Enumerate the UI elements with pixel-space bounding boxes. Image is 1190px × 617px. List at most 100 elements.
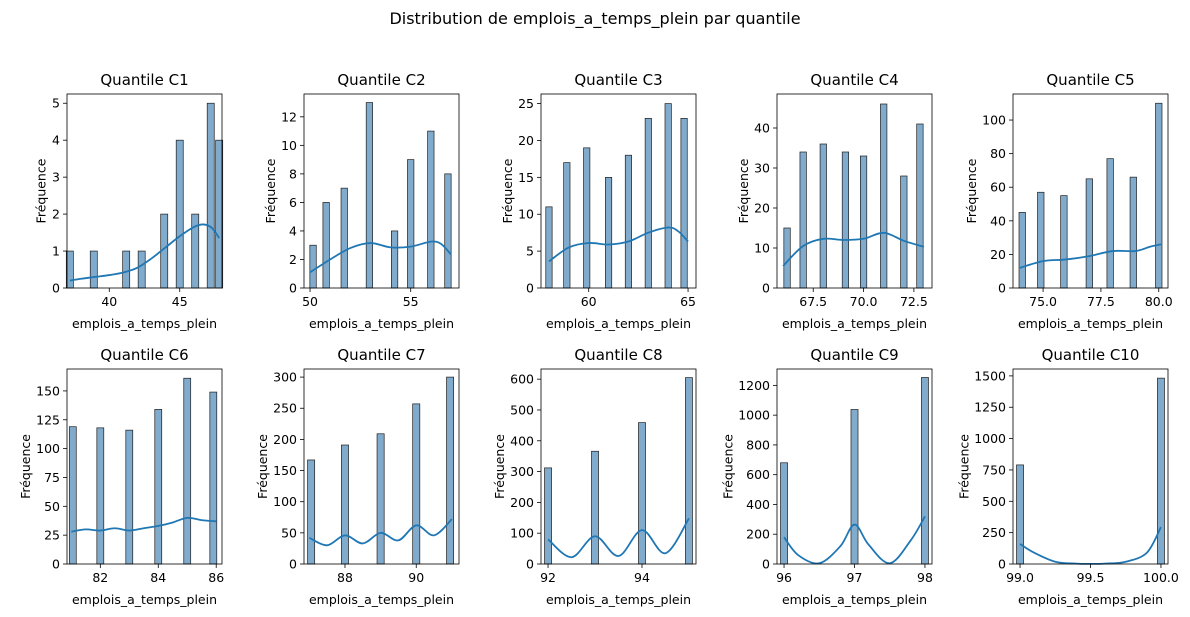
histogram-bar bbox=[921, 377, 929, 565]
y-tick-label: 10 bbox=[518, 207, 534, 222]
plot-frame bbox=[540, 93, 697, 289]
y-tick-label: 75 bbox=[44, 470, 60, 485]
y-tick-label: 300 bbox=[510, 464, 534, 479]
y-axis-label: Fréquence bbox=[492, 434, 507, 499]
panel-title: Quantile C5 bbox=[1046, 71, 1134, 89]
y-tick-label: 25 bbox=[518, 96, 534, 111]
panel-title: Quantile C2 bbox=[337, 71, 425, 89]
x-tick-label: 94 bbox=[634, 570, 650, 585]
x-axis-label: emplois_a_temps_plein bbox=[309, 316, 454, 331]
histogram-bar bbox=[1129, 176, 1137, 289]
histogram-panel: Quantile C4 67.5 70.0 72.5 0 10 20 30 40 emplois_… bbox=[736, 71, 933, 331]
histogram-bar bbox=[1155, 102, 1163, 289]
y-tick-label: 800 bbox=[746, 437, 770, 452]
y-tick-label: 10 bbox=[754, 241, 770, 256]
histogram-bar bbox=[307, 459, 316, 565]
x-tick-label: 40 bbox=[101, 294, 117, 309]
histogram-bar bbox=[664, 103, 672, 289]
histogram-panel: Quantile C6 82 84 86 0 25 50 75 100 125 150 emplois… bbox=[18, 346, 224, 607]
histogram-bar bbox=[175, 139, 184, 289]
y-tick-label: 0 bbox=[762, 557, 770, 572]
y-tick-label: 1000 bbox=[738, 408, 770, 423]
kde-curve bbox=[782, 231, 925, 267]
x-tick-label: 96 bbox=[776, 570, 792, 585]
x-tick-label: 67.5 bbox=[799, 294, 827, 309]
x-axis-label: emplois_a_temps_plein bbox=[72, 316, 217, 331]
kde-curve bbox=[548, 226, 689, 263]
histogram-bar bbox=[819, 143, 827, 289]
y-tick-label: 20 bbox=[518, 133, 534, 148]
histogram-bar bbox=[309, 244, 317, 289]
panel-title: Quantile C10 bbox=[1042, 346, 1140, 364]
histogram-panel: Quantile C10 99.0 99.5 100.0 0 250 500 750 1000 1… bbox=[957, 346, 1179, 607]
histogram-bar bbox=[154, 409, 163, 565]
y-tick-label: 300 bbox=[273, 370, 297, 385]
histogram-bar bbox=[1085, 178, 1093, 289]
kde-curve bbox=[71, 516, 217, 533]
y-axis-label: Fréquence bbox=[500, 158, 515, 223]
histogram-bar bbox=[583, 147, 591, 289]
histogram-bar bbox=[89, 250, 98, 289]
histogram-bar bbox=[122, 250, 131, 289]
y-tick-label: 4 bbox=[52, 133, 60, 148]
panel-title: Quantile C8 bbox=[574, 346, 662, 364]
histogram-bar bbox=[859, 155, 868, 289]
y-tick-label: 15 bbox=[518, 170, 534, 185]
x-tick-label: 88 bbox=[337, 570, 353, 585]
histogram-panel: Quantile C5 75.0 77.5 80.0 0 20 40 60 80 100 emplo… bbox=[964, 71, 1173, 331]
y-axis-label: Fréquence bbox=[721, 434, 736, 499]
histogram-bar bbox=[125, 429, 134, 565]
y-tick-label: 40 bbox=[990, 213, 1006, 228]
y-tick-label: 0 bbox=[526, 281, 534, 296]
kde-curve bbox=[308, 518, 453, 547]
x-tick-label: 80.0 bbox=[1145, 294, 1173, 309]
y-tick-label: 250 bbox=[982, 525, 1006, 540]
x-tick-label: 84 bbox=[150, 570, 166, 585]
y-tick-label: 5 bbox=[52, 96, 60, 111]
y-tick-label: 80 bbox=[990, 146, 1006, 161]
x-tick-label: 92 bbox=[540, 570, 556, 585]
x-tick-label: 90 bbox=[408, 570, 424, 585]
y-tick-label: 12 bbox=[281, 109, 297, 124]
y-tick-label: 60 bbox=[990, 180, 1006, 195]
plot-frame bbox=[303, 93, 460, 289]
y-tick-label: 0 bbox=[526, 557, 534, 572]
histogram-bar bbox=[340, 187, 348, 289]
y-tick-label: 0 bbox=[52, 281, 60, 296]
histogram-panel: Quantile C9 96 97 98 0 200 400 600 800 1000 1200 em… bbox=[721, 346, 933, 607]
x-axis-label: emplois_a_temps_plein bbox=[72, 592, 217, 607]
y-tick-label: 8 bbox=[289, 166, 297, 181]
histogram-bar bbox=[183, 377, 192, 565]
y-tick-label: 200 bbox=[746, 527, 770, 542]
x-tick-label: 60 bbox=[581, 294, 597, 309]
y-tick-label: 400 bbox=[746, 497, 770, 512]
x-tick-label: 82 bbox=[92, 570, 108, 585]
histogram-bar bbox=[391, 230, 399, 289]
y-tick-label: 0 bbox=[762, 281, 770, 296]
y-tick-label: 2 bbox=[289, 252, 297, 267]
histogram-bar bbox=[841, 151, 850, 289]
y-tick-label: 6 bbox=[289, 195, 297, 210]
y-tick-label: 25 bbox=[44, 528, 60, 543]
y-tick-label: 0 bbox=[289, 281, 297, 296]
x-tick-label: 55 bbox=[403, 294, 419, 309]
histogram-bar bbox=[365, 102, 373, 289]
y-tick-label: 2 bbox=[52, 207, 60, 222]
x-tick-label: 98 bbox=[917, 570, 933, 585]
histogram-bar bbox=[209, 391, 218, 565]
x-tick-label: 72.5 bbox=[900, 294, 928, 309]
histogram-bar bbox=[376, 433, 385, 565]
histogram-bar bbox=[624, 154, 632, 289]
histogram-bar bbox=[137, 250, 146, 289]
histogram-bar bbox=[407, 159, 415, 289]
y-tick-label: 500 bbox=[510, 402, 534, 417]
histogram-panel: Quantile C3 60 65 0 5 10 15 20 25 emplois_a_temps… bbox=[500, 71, 697, 331]
plot-frame bbox=[1012, 368, 1169, 565]
histogram-bar bbox=[444, 173, 452, 289]
y-axis-label: Fréquence bbox=[255, 434, 270, 499]
histogram-bar bbox=[412, 403, 421, 565]
x-axis-label: emplois_a_temps_plein bbox=[782, 316, 927, 331]
